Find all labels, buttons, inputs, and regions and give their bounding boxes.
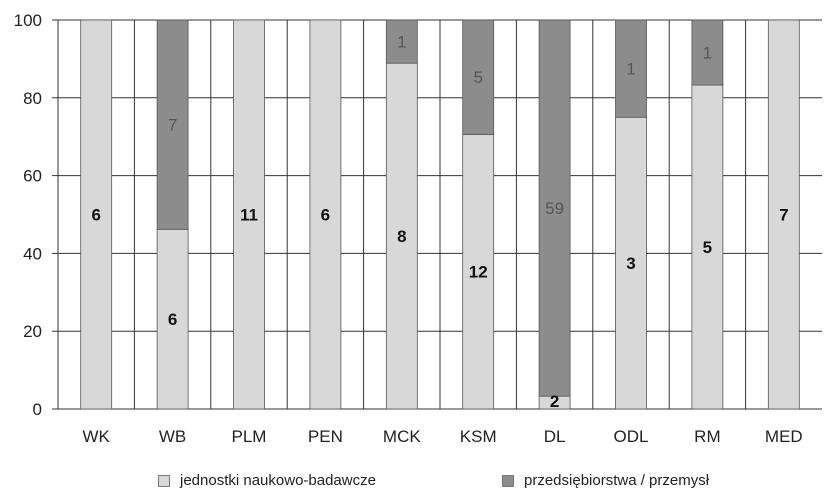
y-tick-label: 20 <box>23 322 42 341</box>
x-tick-label: DL <box>544 427 566 446</box>
bar-segment <box>538 19 571 397</box>
x-tick-label: MCK <box>383 427 421 446</box>
bar-segment <box>615 116 647 410</box>
x-tick-label: PLM <box>232 427 267 446</box>
value-labels: 6 6 7 11 6 8 1 12 5 2 59 3 1 5 1 7 <box>91 33 788 411</box>
data-label: 5 <box>703 238 712 257</box>
x-tick-label: WK <box>83 427 111 446</box>
data-label: 59 <box>545 199 564 218</box>
x-tick-label: RM <box>694 427 720 446</box>
data-label: 2 <box>550 392 559 411</box>
bar-segment <box>385 19 418 64</box>
x-tick-label: WB <box>159 427 186 446</box>
x-tick-labels: WK WB PLM PEN MCK KSM DL ODL RM MED <box>83 427 803 446</box>
data-label: 6 <box>321 206 330 225</box>
bar-segment <box>767 19 800 410</box>
data-label: 6 <box>91 206 100 225</box>
data-label: 1 <box>397 33 406 52</box>
bar-segment <box>462 19 495 135</box>
bar-segment <box>156 19 189 230</box>
data-label: 8 <box>397 227 406 246</box>
data-label: 5 <box>473 68 482 87</box>
bar-segment <box>309 19 342 410</box>
data-label: 7 <box>779 206 788 225</box>
bar-segment <box>691 84 724 410</box>
legend-swatch <box>158 474 170 487</box>
x-tick-label: MED <box>765 427 803 446</box>
data-label: 1 <box>626 60 635 79</box>
legend-item-research-units: jednostki naukowo-badawcze <box>158 472 376 489</box>
x-tick-label: PEN <box>308 427 343 446</box>
y-tick-label: 100 <box>14 11 42 30</box>
data-label: 12 <box>469 263 488 282</box>
bar-segment <box>385 62 418 410</box>
bar-segment <box>80 19 113 410</box>
legend-swatch <box>502 474 514 487</box>
y-tick-label: 80 <box>23 89 42 108</box>
legend-label: przedsiębiorstwa / przemysł <box>524 472 710 489</box>
data-label: 3 <box>626 254 635 273</box>
y-tick-label: 60 <box>23 167 42 186</box>
y-tick-label: 40 <box>23 244 42 263</box>
bar-segment <box>156 228 189 410</box>
data-label: 11 <box>240 206 258 225</box>
legend-label: jednostki naukowo-badawcze <box>180 472 376 489</box>
bar-segment <box>691 19 724 86</box>
y-tick-labels: 0 20 40 60 80 100 <box>14 11 42 419</box>
data-label: 7 <box>168 116 177 135</box>
bar-segment <box>615 19 647 118</box>
bars <box>80 19 800 410</box>
x-tick-label: KSM <box>460 427 497 446</box>
y-tick-label: 0 <box>33 400 42 419</box>
x-tick-label: ODL <box>614 427 649 446</box>
data-label: 1 <box>703 43 712 62</box>
legend-item-industry: przedsiębiorstwa / przemysł <box>502 472 709 489</box>
bar-segment <box>233 19 265 410</box>
data-label: 6 <box>168 310 177 329</box>
